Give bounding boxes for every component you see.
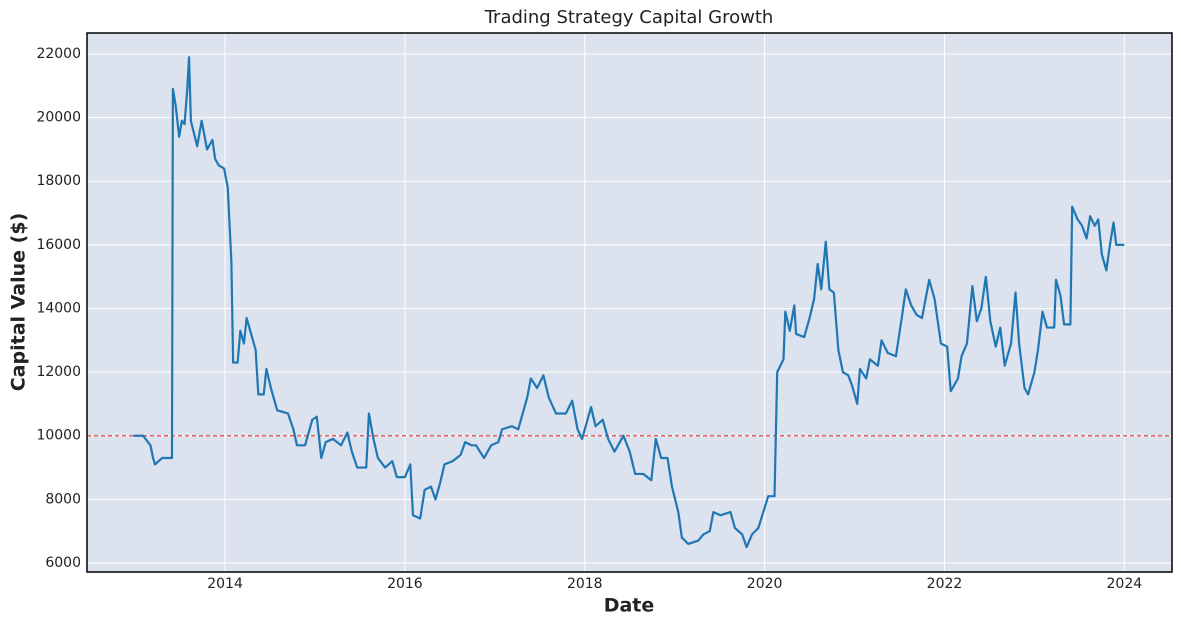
y-tick-label: 10000 bbox=[36, 428, 81, 444]
x-tick-label: 2018 bbox=[567, 576, 603, 592]
x-axis-label: Date bbox=[604, 595, 655, 617]
x-tick-label: 2020 bbox=[747, 576, 783, 592]
chart-title: Trading Strategy Capital Growth bbox=[484, 7, 774, 28]
y-tick-label: 6000 bbox=[45, 555, 81, 571]
y-tick-label: 16000 bbox=[36, 237, 81, 253]
y-tick-label: 20000 bbox=[36, 110, 81, 126]
data-line bbox=[133, 56, 1125, 549]
x-tick-label: 2014 bbox=[207, 576, 243, 592]
y-tick-label: 14000 bbox=[36, 300, 81, 316]
x-tick-label: 2022 bbox=[927, 576, 963, 592]
x-tick-label: 2016 bbox=[387, 576, 423, 592]
x-tick-label: 2024 bbox=[1107, 576, 1143, 592]
y-tick-label: 12000 bbox=[36, 364, 81, 380]
y-tick-label: 22000 bbox=[36, 46, 81, 62]
y-tick-label: 18000 bbox=[36, 173, 81, 189]
plot-background bbox=[87, 33, 1172, 572]
y-axis-label: Capital Value ($) bbox=[8, 213, 30, 392]
plot-frame bbox=[86, 32, 1173, 573]
y-tick-label: 8000 bbox=[45, 491, 81, 507]
